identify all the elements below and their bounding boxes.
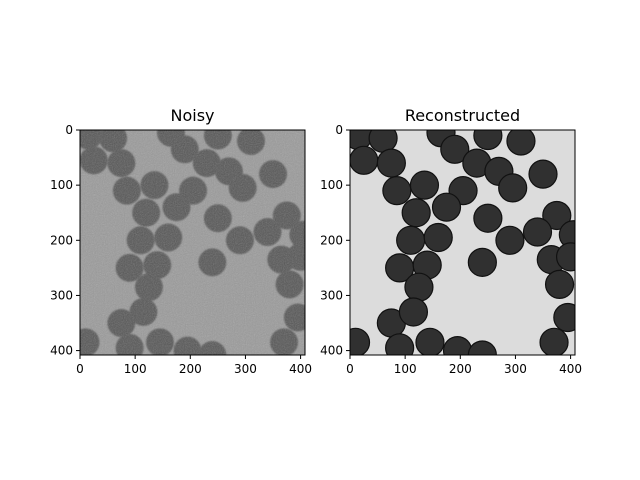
reconstructed-cell (442, 335, 473, 355)
reconstructed-cell (467, 247, 497, 277)
reconstructed-cell (522, 217, 553, 247)
reconstructed-cell (350, 327, 371, 355)
reconstructed-cell (495, 225, 525, 255)
reconstructed-x-tick-label: 0 (346, 362, 354, 376)
noisy-y-tick-label: 200 (50, 233, 73, 247)
reconstructed-cell (555, 242, 575, 272)
noisy-x-tick-label: 0 (76, 362, 84, 376)
noisy-title: Noisy (170, 106, 214, 125)
reconstructed-y-tick-label: 0 (335, 123, 343, 137)
reconstructed-cell (553, 302, 575, 333)
reconstructed-cell (376, 148, 406, 178)
reconstructed-cell (368, 130, 398, 153)
reconstructed-x-tick-label: 200 (449, 362, 472, 376)
noisy-y-tick-label: 0 (65, 123, 73, 137)
reconstructed-cell (440, 134, 470, 164)
reconstructed-cell (423, 222, 453, 253)
reconstructed-cell (539, 327, 569, 355)
reconstructed-cell (467, 340, 497, 355)
reconstructed-cell (473, 130, 503, 151)
reconstructed-cell (528, 159, 558, 189)
reconstructed-cell (409, 170, 440, 200)
reconstructed-x-tick-label: 100 (394, 362, 417, 376)
noisy-y-tick-label: 100 (50, 178, 73, 192)
reconstructed-cell (350, 145, 379, 175)
reconstructed-y-tick-label: 100 (320, 178, 343, 192)
reconstructed-cell (542, 200, 572, 231)
reconstructed-y-tick-label: 400 (320, 344, 343, 358)
reconstructed-cell (415, 327, 445, 355)
reconstructed-cell (350, 130, 373, 151)
reconstructed-y-tick-label: 300 (320, 288, 343, 302)
noisy-axes-frame (79, 129, 306, 356)
noisy-y-tick-label: 300 (50, 288, 73, 302)
reconstructed-axes-frame (349, 129, 576, 356)
noisy-x-tick-label: 300 (234, 362, 257, 376)
reconstructed-cell (398, 297, 429, 327)
reconstructed-cell (382, 176, 412, 206)
reconstructed-cell (506, 130, 536, 156)
reconstructed-cell (396, 225, 426, 255)
noisy-noise-overlay (80, 130, 305, 355)
reconstructed-x-tick-label: 300 (504, 362, 527, 376)
reconstructed-cell (498, 173, 528, 203)
reconstructed-x-tick-label: 400 (559, 362, 582, 376)
reconstructed-cell (431, 192, 462, 222)
reconstructed-cell (544, 269, 575, 300)
noisy-y-tick-label: 400 (50, 344, 73, 358)
reconstructed-cell (401, 198, 431, 228)
noisy-x-tick-label: 400 (289, 362, 312, 376)
noisy-x-tick-label: 200 (179, 362, 202, 376)
noisy-x-tick-label: 100 (124, 362, 147, 376)
reconstructed-cells (350, 130, 575, 355)
reconstructed-cell (404, 272, 434, 302)
reconstructed-cell (473, 203, 503, 233)
reconstructed-cell (385, 333, 415, 355)
reconstructed-title: Reconstructed (405, 106, 520, 125)
reconstructed-y-tick-label: 200 (320, 233, 343, 247)
